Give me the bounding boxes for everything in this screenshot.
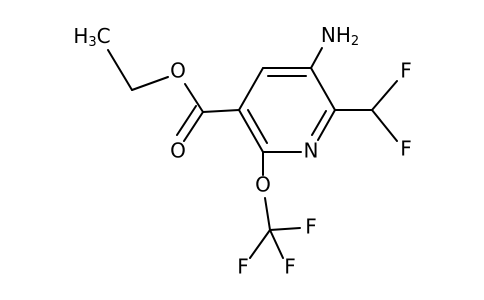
atom-label: F xyxy=(237,255,249,279)
bond xyxy=(247,109,268,144)
atom-label: F xyxy=(305,215,317,239)
bond xyxy=(238,67,264,111)
bond xyxy=(371,80,398,111)
atom-label: O xyxy=(170,59,186,83)
bond xyxy=(311,110,327,136)
atom-label: F xyxy=(400,59,412,83)
bond xyxy=(176,105,197,136)
bond xyxy=(238,109,264,153)
bond xyxy=(371,109,398,142)
atom-label: NH2 xyxy=(321,23,359,49)
bond xyxy=(184,83,204,113)
bond xyxy=(183,111,204,142)
bond xyxy=(310,67,336,111)
bond xyxy=(202,109,240,113)
bonds xyxy=(107,47,398,259)
bond xyxy=(317,109,336,141)
bond xyxy=(310,47,323,69)
atom-label: O xyxy=(255,173,271,197)
bond xyxy=(107,49,133,91)
atom-label: O xyxy=(170,139,186,163)
bond xyxy=(131,76,169,91)
bond xyxy=(264,197,271,231)
atom-label: H3C xyxy=(73,24,110,50)
atom-label: F xyxy=(400,137,412,161)
bond xyxy=(249,229,271,259)
atom-label: F xyxy=(284,255,296,279)
atom-labels: H3C O O NH2 N F F O F F F xyxy=(73,23,411,279)
bond xyxy=(269,229,284,259)
atom-label: N xyxy=(304,139,319,163)
bond xyxy=(269,227,301,231)
